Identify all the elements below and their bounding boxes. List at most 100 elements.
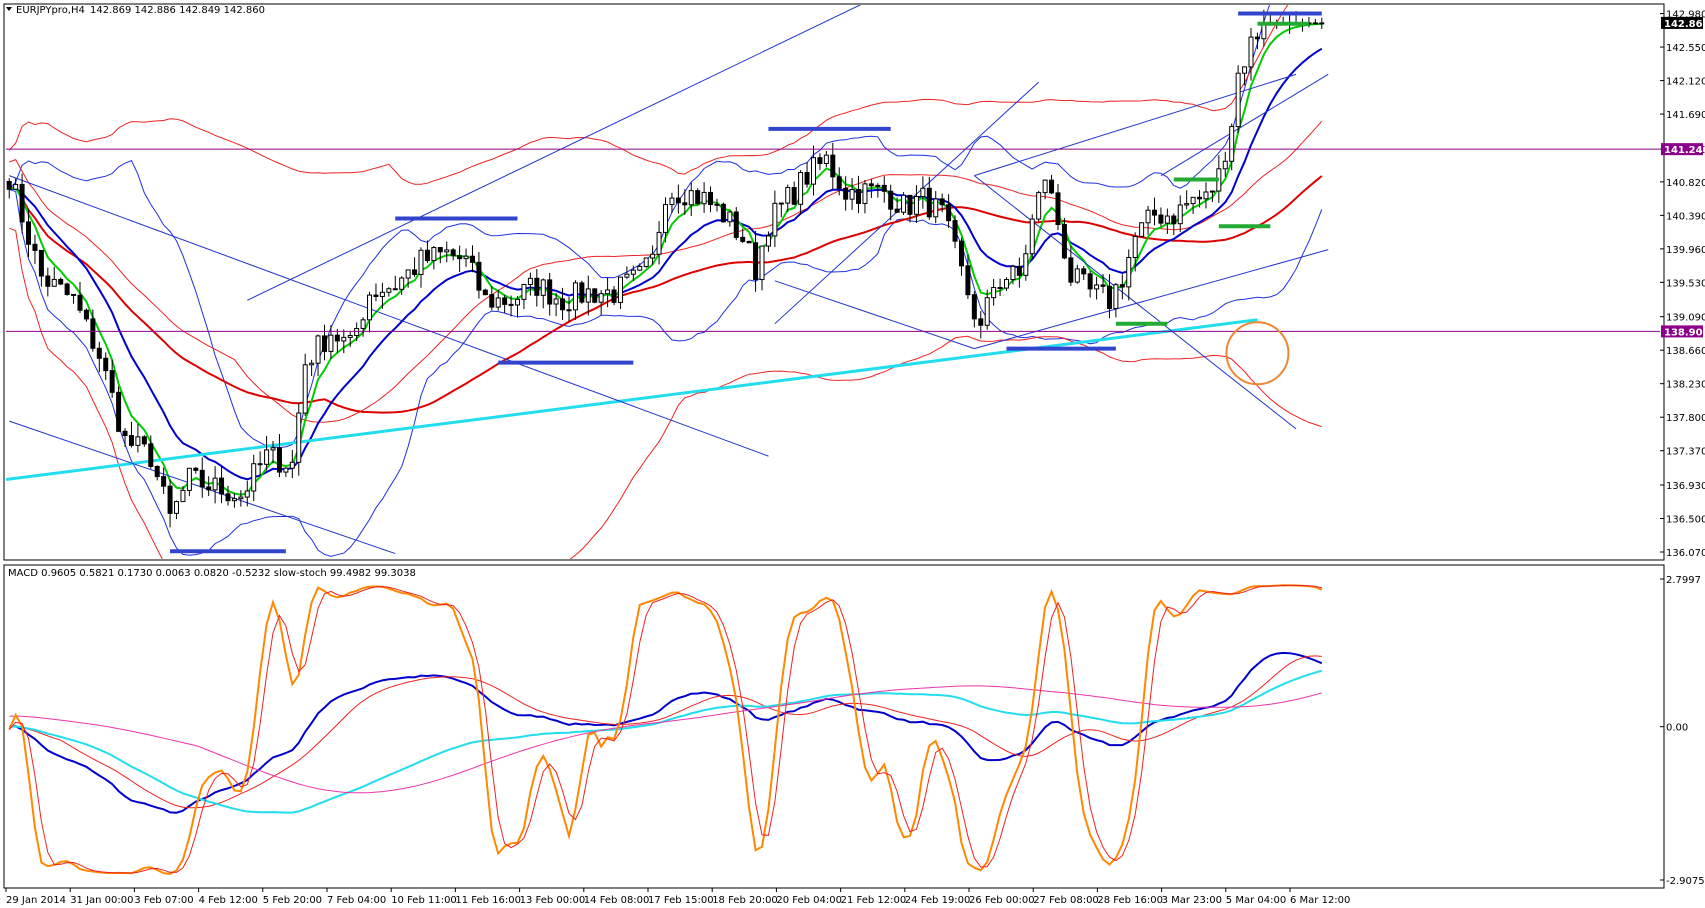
window-menu-icon[interactable]: [6, 7, 12, 11]
candle-body: [1049, 179, 1055, 194]
candle-body: [270, 447, 276, 451]
candle-body: [669, 197, 675, 206]
candle-body: [714, 203, 720, 206]
candle-body: [888, 190, 894, 210]
candle-body: [186, 467, 192, 491]
candle-body: [630, 269, 636, 275]
moving-average-red: [8, 175, 1323, 414]
candle-body: [360, 319, 366, 329]
price-plot: [6, 5, 1660, 559]
candle-body: [71, 293, 77, 296]
price-tag-label: 141.240: [1664, 145, 1705, 156]
candle-body: [791, 187, 797, 205]
candle-body: [515, 298, 521, 306]
candle-body: [1197, 196, 1203, 200]
time-tick-label: 27 Feb 08:00: [1033, 895, 1099, 906]
candle-body: [1061, 223, 1067, 259]
candle-body: [933, 198, 939, 218]
candle-body: [225, 493, 231, 502]
candle-body: [1094, 284, 1100, 290]
candle-body: [765, 235, 771, 247]
candle-body: [701, 191, 707, 205]
time-tick-label: 4 Feb 12:00: [199, 895, 258, 906]
candle-body: [283, 467, 289, 473]
candle-body: [1055, 192, 1061, 225]
slow-stoch-d-line: [8, 584, 1322, 874]
cyan-trendline: [6, 318, 1258, 482]
candle-body: [206, 486, 212, 491]
macd-slow-signal: [9, 685, 1322, 794]
symbol-label: EURJPYpro,H4: [16, 5, 85, 16]
candle-body: [1106, 285, 1112, 310]
candle-body: [733, 211, 739, 238]
candle-body: [1190, 196, 1196, 205]
candle-body: [1036, 192, 1042, 220]
candle-body: [431, 247, 437, 262]
price-tick-label: 139.530: [1666, 278, 1705, 289]
candle-body: [238, 496, 244, 500]
price-tag: [1661, 143, 1703, 156]
candle-body: [386, 288, 392, 293]
candle-body: [836, 176, 842, 189]
candle-body: [302, 364, 308, 414]
candle-body: [875, 184, 881, 187]
time-tick-label: 28 Feb 16:00: [1097, 895, 1163, 906]
candle-body: [682, 202, 688, 206]
candle-body: [540, 279, 546, 296]
price-tag: [1661, 16, 1703, 29]
candle-body: [611, 289, 617, 303]
candle-body: [862, 183, 868, 204]
price-tick-label: 141.690: [1666, 110, 1705, 121]
price-tick-label: 137.370: [1666, 447, 1705, 458]
highlight-circle: [1225, 321, 1290, 386]
candle-body: [463, 255, 469, 260]
candle-body: [1254, 36, 1260, 40]
time-tick-label: 5 Mar 04:00: [1226, 895, 1286, 906]
macd-signal-line: [9, 655, 1322, 809]
candle-body: [521, 283, 527, 300]
candle-body: [379, 291, 385, 297]
candle-body: [643, 257, 649, 267]
axis-layer: 142.980 142.550 142.120 141.690 141.240 140.8…: [5, 10, 1705, 906]
candle-body: [1319, 22, 1325, 25]
candle-body: [997, 287, 1003, 290]
price-tick-label: 142.120: [1666, 77, 1705, 88]
macd-slow-line: [9, 669, 1323, 814]
candle-body: [624, 273, 630, 278]
price-tick-label: 138.230: [1666, 380, 1705, 391]
candle-body: [444, 249, 450, 253]
candle-body: [257, 463, 263, 466]
candle-body: [592, 288, 598, 303]
candle-body: [804, 172, 810, 185]
candle-body: [952, 220, 958, 242]
candle-body: [96, 347, 102, 359]
time-tick-label: 18 Feb 20:00: [712, 895, 778, 906]
indicator-tick-label: -2.9075: [1666, 876, 1705, 887]
candle-body: [901, 194, 907, 213]
candle-body: [1074, 268, 1080, 283]
candle-body: [264, 449, 270, 465]
price-layer: [6, 5, 1660, 559]
candle-body: [219, 477, 225, 495]
candle-body: [424, 249, 430, 262]
candle-body: [1209, 190, 1215, 193]
candle-body: [77, 294, 83, 311]
candle-body: [199, 469, 205, 488]
candle-body: [1242, 66, 1248, 74]
time-tick-label: 21 Feb 12:00: [841, 895, 907, 906]
candle-body: [103, 357, 109, 372]
candle-body: [154, 465, 160, 478]
candle-body: [58, 278, 64, 285]
candle-body: [64, 283, 70, 295]
bollinger-lower-band: [9, 188, 1323, 557]
candle-body: [495, 297, 501, 308]
candle-body: [1068, 257, 1074, 283]
candle-body: [502, 297, 508, 305]
candle-body: [1177, 204, 1183, 225]
candle-body: [817, 157, 823, 164]
candle-body: [405, 269, 411, 279]
candle-body: [83, 309, 89, 320]
candle-body: [167, 485, 173, 514]
candle-body: [810, 157, 816, 185]
